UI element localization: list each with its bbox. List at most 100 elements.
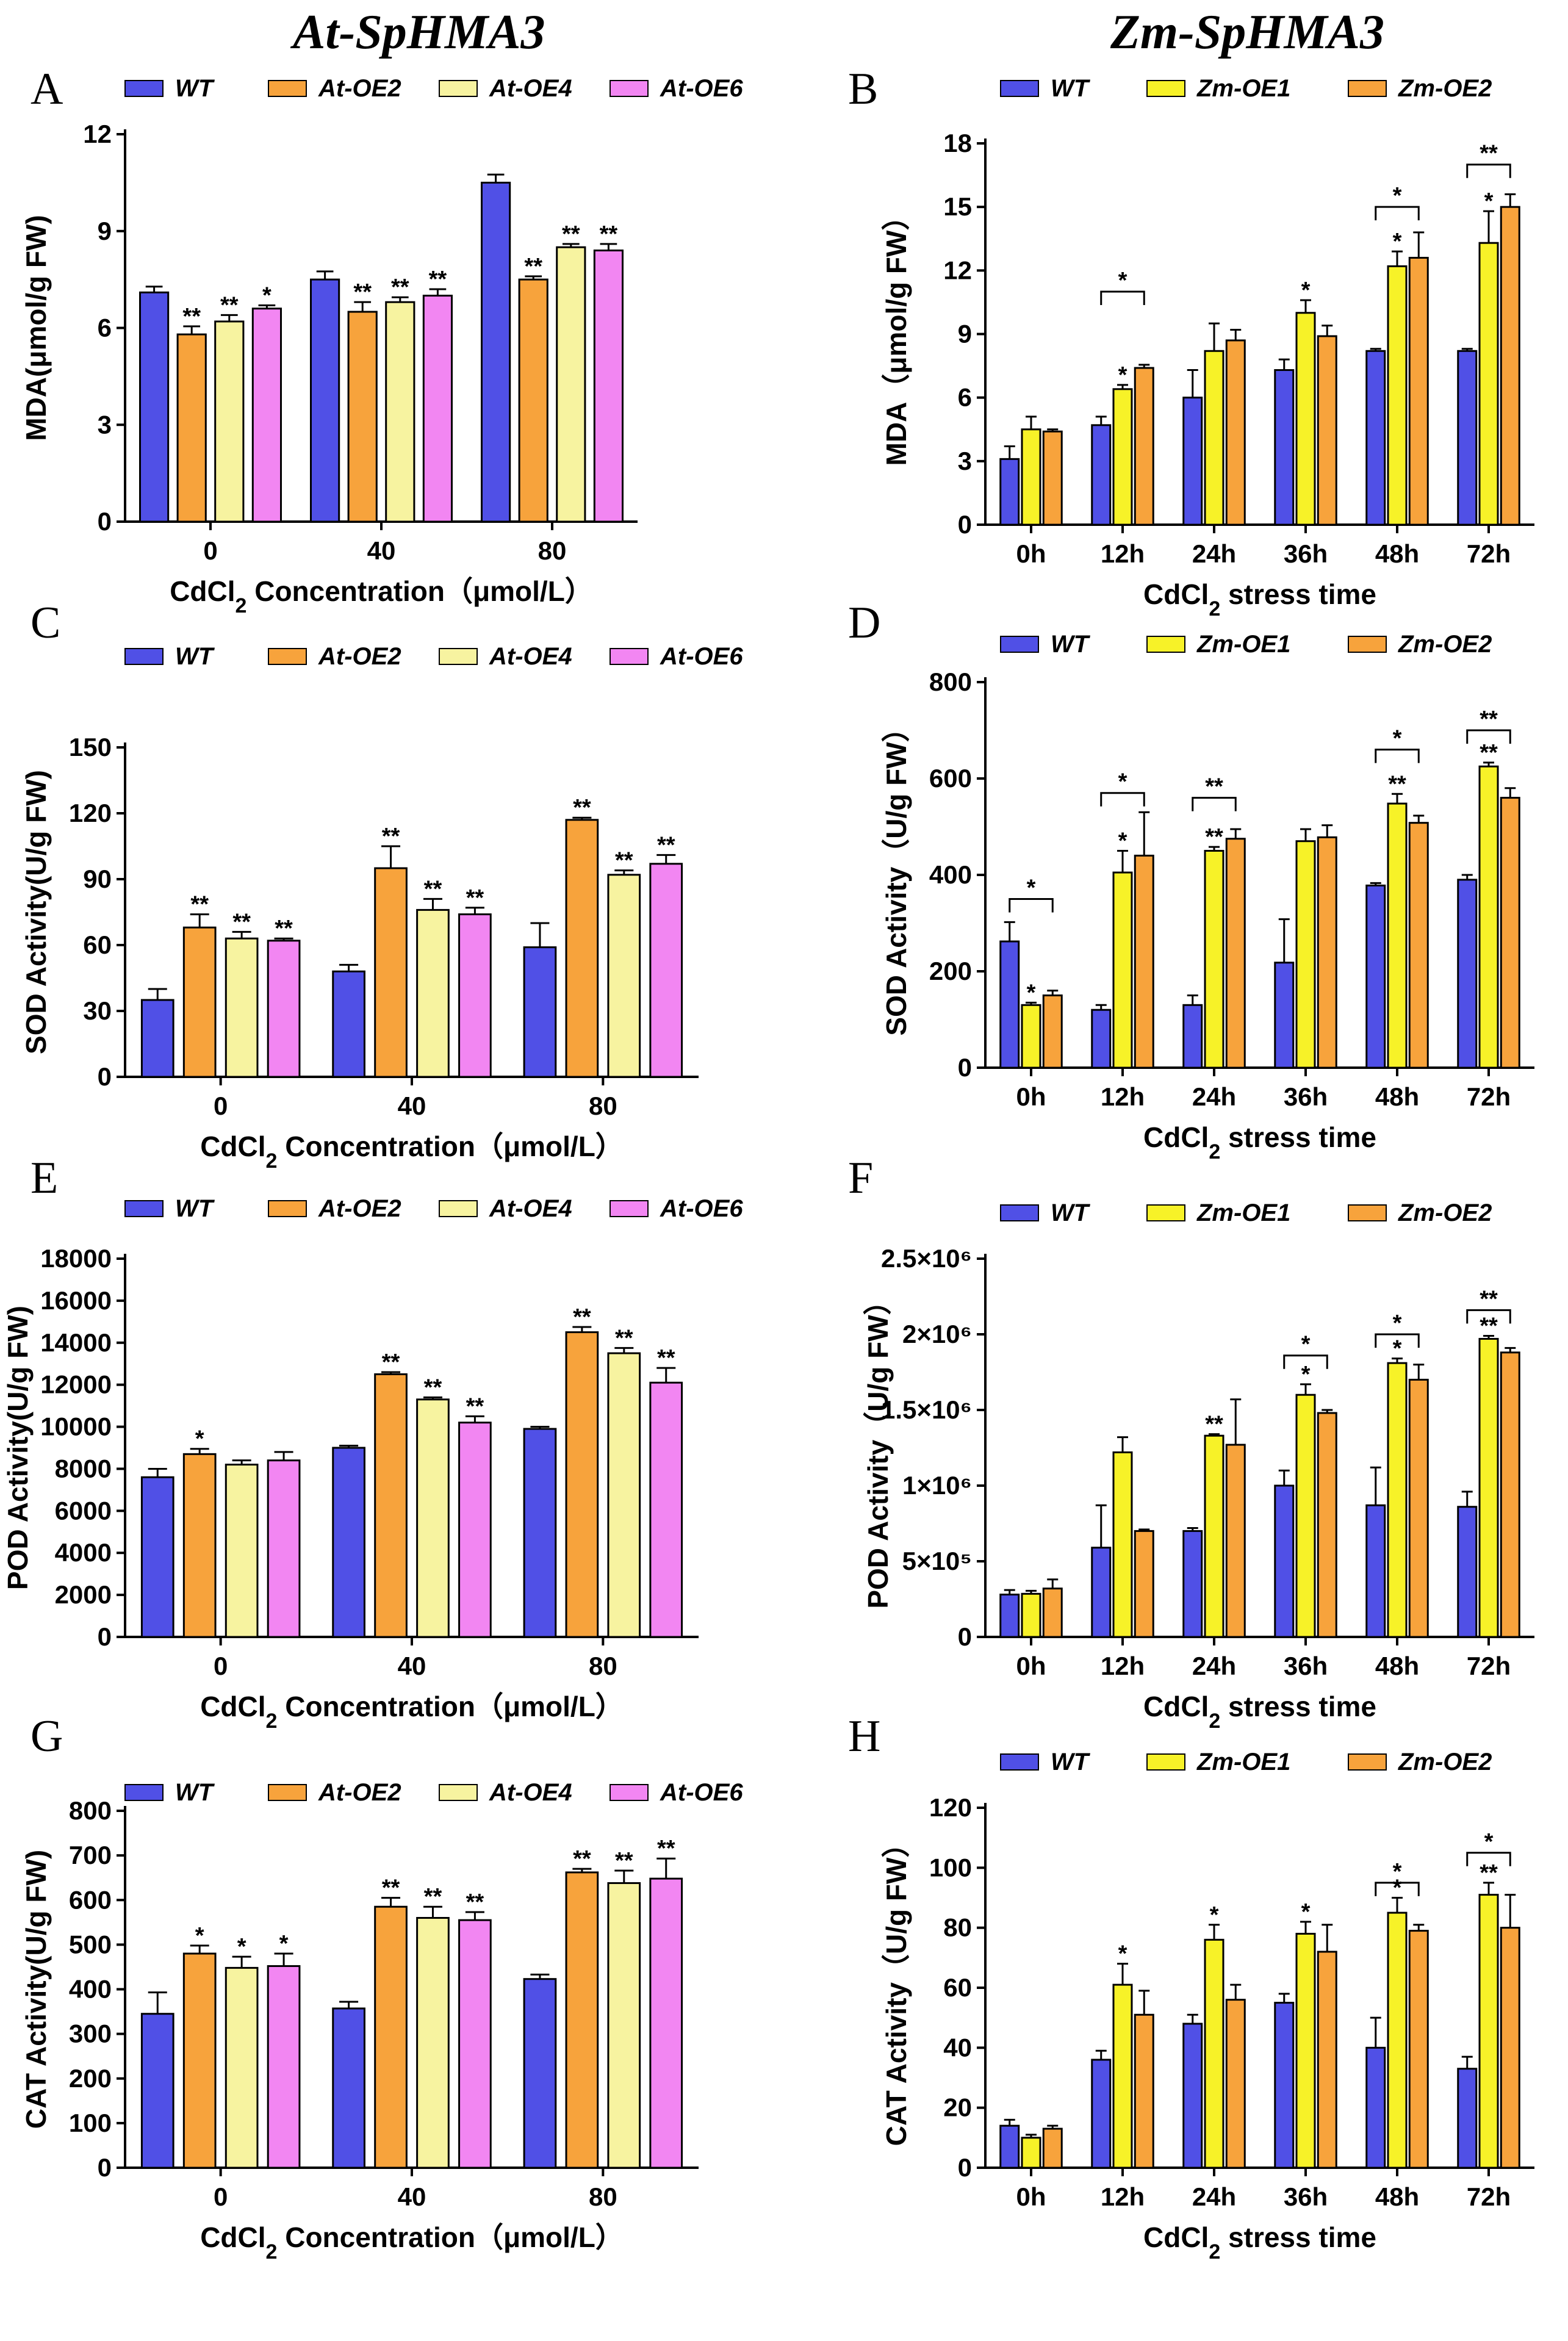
significance-mark: **: [466, 1393, 484, 1419]
bar: [1457, 1506, 1478, 1638]
bracket-label: *: [1393, 1311, 1402, 1336]
significance-mark: **: [382, 1875, 400, 1901]
legend-item-zm-oe1: Zm-OE1: [1146, 1199, 1290, 1226]
panel-g: GWT At-OE2 At-OE4 At-OE60100200300400500600…: [20, 1711, 743, 2264]
bar: [1295, 312, 1316, 526]
panel-letter: B: [848, 64, 878, 114]
bar: [140, 2013, 174, 2169]
significance-mark: *: [1393, 229, 1402, 254]
bracket-label: **: [1480, 141, 1498, 167]
bar: [649, 1381, 683, 1638]
x-tick-label: 48h: [1375, 1652, 1419, 1680]
significance-mark: *: [1118, 1941, 1127, 1967]
legend-label: At-OE2: [318, 75, 401, 102]
legend-swatch: [1000, 80, 1039, 97]
x-tick-label: 72h: [1467, 539, 1511, 568]
bar: [999, 458, 1020, 526]
x-tick-label: 40: [398, 1652, 426, 1680]
bar: [1408, 257, 1429, 526]
bar: [416, 1917, 450, 2169]
x-tick-label: 12h: [1101, 539, 1145, 568]
significance-mark: **: [190, 892, 209, 918]
significance-mark: **: [573, 795, 591, 821]
legend-item-zm-oe2: Zm-OE2: [1348, 1199, 1492, 1226]
left-column-title: At-SpHMA3: [293, 5, 545, 59]
panel-letter: D: [848, 598, 880, 648]
significance-mark: **: [615, 848, 633, 874]
bar: [1457, 879, 1478, 1069]
y-tick-label: 6: [958, 383, 972, 412]
bar: [1500, 797, 1520, 1069]
significance-mark: **: [1205, 1412, 1223, 1437]
y-tick-label: 100: [929, 1853, 972, 1882]
legend-label: At-OE6: [660, 643, 743, 670]
x-axis-title: CdCl2 stress time: [1143, 2221, 1376, 2264]
bar: [1274, 2002, 1295, 2169]
bracket-label: *: [1393, 183, 1402, 209]
y-tick-label: 40: [943, 2033, 972, 2062]
y-tick-label: 800: [929, 667, 972, 696]
y-tick-label: 0: [958, 2153, 972, 2182]
bar: [1274, 1484, 1295, 1638]
significance-mark: *: [1393, 1875, 1402, 1901]
bar: [267, 940, 301, 1078]
legend-item-zm-oe2: Zm-OE2: [1348, 631, 1492, 658]
significance-mark: **: [657, 832, 675, 858]
legend-item-zm-oe1: Zm-OE1: [1146, 631, 1290, 658]
y-tick-label: 2000: [55, 1580, 112, 1609]
panel-letter: A: [31, 64, 63, 114]
right-column-title: Zm-SpHMA3: [1110, 5, 1384, 59]
y-tick-label: 0: [98, 507, 112, 536]
legend-label: Zm-OE1: [1196, 631, 1290, 658]
bar: [332, 970, 365, 1078]
legend-label: Zm-OE2: [1398, 1749, 1492, 1775]
bar: [1182, 2023, 1203, 2169]
significance-mark: **: [220, 292, 239, 318]
bar: [1134, 854, 1154, 1069]
bar: [1478, 765, 1499, 1069]
legend-label: At-OE4: [489, 75, 572, 102]
y-tick-label: 60: [943, 1973, 972, 2002]
y-tick-label: 5×10⁵: [902, 1547, 972, 1575]
legend-label: Zm-OE2: [1398, 631, 1492, 658]
legend-item-at-oe6: At-OE6: [610, 643, 743, 670]
legend-swatch: [610, 1200, 649, 1217]
bar: [1042, 2127, 1063, 2169]
significance-mark: *: [237, 1934, 246, 1960]
panel-f: F WT Zm-OE1 Zm-OE2 0 5×10⁵ 1×10⁶ 1.5×10⁶ 2×10⁶ 2.…: [848, 1153, 1534, 1733]
legend-swatch: [1000, 1753, 1039, 1771]
comparison-bracket: [1192, 797, 1237, 811]
y-tick-label: 9: [98, 217, 112, 245]
significance-mark: **: [1205, 824, 1223, 850]
y-tick-label: 80: [943, 1913, 972, 1942]
y-tick-label: 100: [69, 2109, 112, 2137]
bar: [225, 937, 259, 1078]
bar: [1204, 1434, 1225, 1638]
bar: [607, 874, 641, 1078]
y-tick-label: 700: [69, 1841, 112, 1869]
bar: [1457, 2068, 1478, 2169]
y-tick-label: 0: [958, 510, 972, 539]
significance-mark: *: [1210, 1902, 1219, 1928]
comparison-bracket: [1466, 729, 1511, 744]
bar: [1204, 1938, 1225, 2169]
legend-item-at-oe4: At-OE4: [439, 643, 572, 670]
significance-mark: **: [615, 1325, 633, 1351]
bar: [214, 320, 245, 523]
legend-item-at-oe6: At-OE6: [610, 1195, 743, 1222]
legend-swatch: [610, 80, 649, 97]
bar: [999, 1594, 1020, 1638]
bar: [1091, 2059, 1112, 2169]
significance-mark: **: [382, 1350, 400, 1375]
bar: [1112, 871, 1133, 1069]
bar: [1317, 1412, 1337, 1638]
x-tick-label: 40: [398, 2182, 426, 2211]
legend-label: Zm-OE1: [1196, 75, 1290, 102]
x-tick-label: 80: [538, 536, 567, 565]
bar: [523, 1428, 557, 1638]
significance-mark: **: [615, 1848, 633, 1874]
x-tick-label: 48h: [1375, 2182, 1419, 2211]
significance-mark: **: [429, 267, 447, 292]
x-tick-label: 12h: [1101, 1082, 1145, 1111]
bar: [565, 819, 599, 1078]
